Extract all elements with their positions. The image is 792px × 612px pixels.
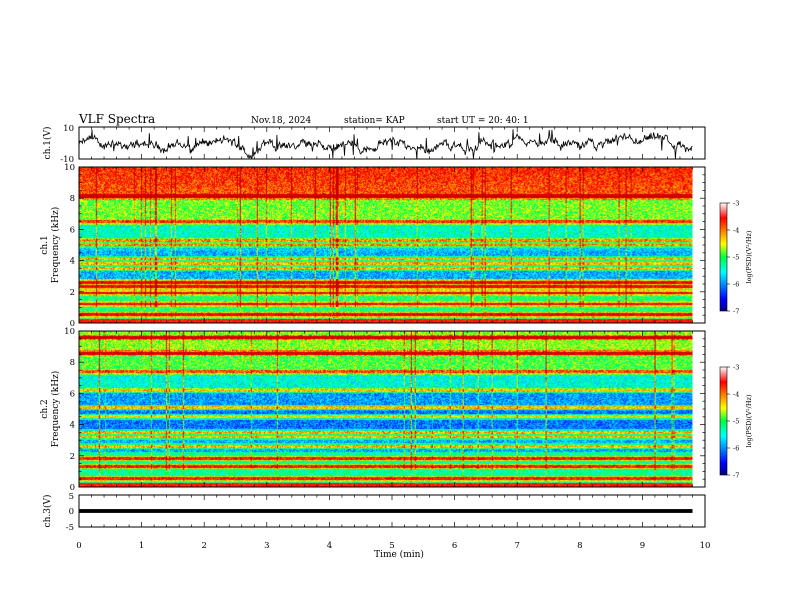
ch1-colorbar <box>719 202 728 312</box>
colorbar-tick-label: -7 <box>733 308 739 316</box>
ch2-colorbar <box>719 366 728 476</box>
ch1-spectrogram-ylabel-line1: ch.1 <box>40 235 50 254</box>
date-label: Nov.18, 2024 <box>251 116 312 126</box>
y-tick-label: 8 <box>70 194 75 204</box>
x-tick-label: 5 <box>389 541 394 551</box>
ch1-ytick-bottom: -10 <box>60 155 74 165</box>
y-tick-label: 4 <box>70 421 75 431</box>
ch2-spectrogram-ylabel-line1: ch.2 <box>40 399 50 418</box>
ch3-ytick-bottom: -5 <box>66 523 74 533</box>
ch3-ytick-mid: 0 <box>69 507 74 517</box>
y-tick-label: 0 <box>70 319 75 329</box>
colorbar-tick-label: -3 <box>733 200 739 208</box>
y-tick-label: 4 <box>70 257 75 267</box>
ch3-waveform-panel: 5 0 -5 ch.3(V) <box>42 492 706 533</box>
y-tick-label: 6 <box>70 225 75 235</box>
ch3-waveform-line <box>79 509 693 513</box>
x-tick-label: 0 <box>76 541 81 551</box>
x-axis-label: Time (min) <box>374 549 424 560</box>
ch1-colorbar-label: log(PSD)(V²/Hz) <box>745 230 753 283</box>
ch1-waveform-line <box>78 129 693 159</box>
y-tick-label: 10 <box>64 327 75 337</box>
ch1-ylabel: ch.1(V) <box>42 127 53 160</box>
ch1-ytick-top: 10 <box>63 124 74 134</box>
start-time-label: start UT = 20: 40: 1 <box>437 116 529 126</box>
ch2-spectrogram-ylabel-line2: Frequency (kHz) <box>50 371 61 448</box>
colorbar-tick-label: -4 <box>733 227 739 235</box>
station-label: station= KAP <box>344 116 405 126</box>
colorbar-tick-label: -3 <box>733 364 739 372</box>
x-tick-label: 1 <box>139 541 144 551</box>
ch3-ylabel: ch.3(V) <box>42 495 53 528</box>
x-tick-label: 6 <box>452 541 457 551</box>
colorbar-tick-label: -5 <box>733 254 739 262</box>
y-tick-label: 8 <box>70 358 75 368</box>
colorbar-tick-label: -6 <box>733 281 739 289</box>
ch1-spectrogram-ylabel-line2: Frequency (kHz) <box>50 207 61 284</box>
colorbar-tick-label: -6 <box>733 445 739 453</box>
y-tick-label: 6 <box>70 389 75 399</box>
ch3-ytick-top: 5 <box>69 492 74 502</box>
y-tick-label: 2 <box>70 452 75 462</box>
ch1-spectrogram-image <box>79 167 693 323</box>
colorbar-tick-label: -4 <box>733 391 739 399</box>
ch1-waveform-panel: 10 -10 ch.1(V) <box>42 124 706 165</box>
colorbar-tick-label: -5 <box>733 418 739 426</box>
x-tick-label: 3 <box>264 541 269 551</box>
x-tick-label: 2 <box>201 541 206 551</box>
x-tick-label: 8 <box>577 541 582 551</box>
x-tick-label: 10 <box>700 541 711 551</box>
colorbar-tick-label: -7 <box>733 472 739 480</box>
ch2-spectrogram-image <box>79 331 693 487</box>
x-tick-label: 4 <box>327 541 332 551</box>
y-tick-label: 10 <box>64 163 75 173</box>
x-tick-label: 7 <box>514 541 519 551</box>
x-tick-label: 9 <box>640 541 645 551</box>
ch2-colorbar-label: log(PSD)(V²/Hz) <box>745 394 753 447</box>
figure-title: VLF Spectra <box>78 112 155 126</box>
y-tick-label: 0 <box>70 483 75 493</box>
y-tick-label: 2 <box>70 288 75 298</box>
